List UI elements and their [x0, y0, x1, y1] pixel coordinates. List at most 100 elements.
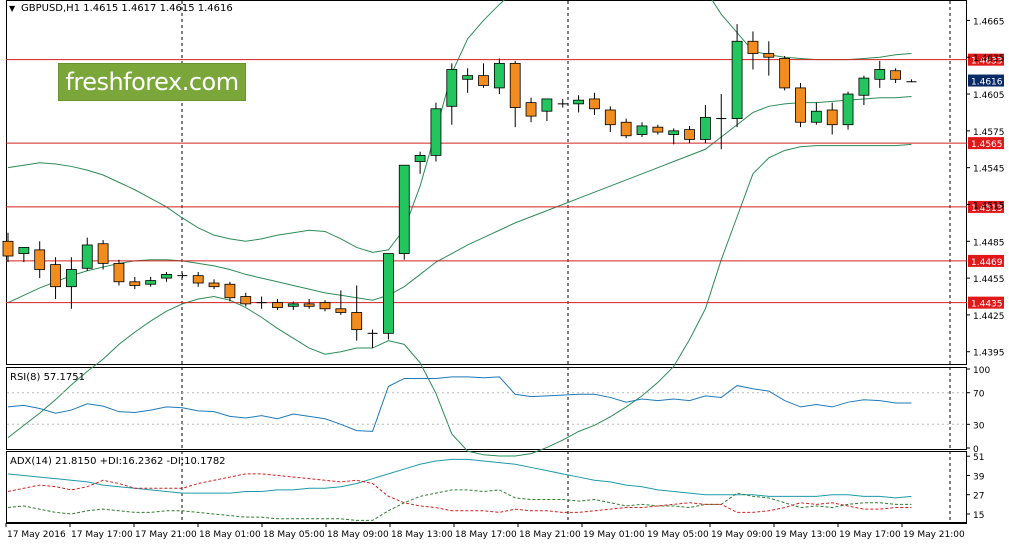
time-axis: 17 May 2016 17 May 17:00 17 May 21:00 18 Ma… — [5, 523, 965, 540]
candle — [177, 273, 188, 279]
level-badge — [968, 137, 1004, 150]
candle-body — [700, 116, 711, 140]
candle — [240, 292, 252, 307]
level-badge-label: 1.4435 — [971, 300, 1003, 310]
candle — [826, 102, 838, 135]
time-tick-label: 18 May 21:00 — [519, 530, 581, 540]
time-tick-label: 18 May 01:00 — [199, 530, 261, 540]
price-tick-label: 1.4425 — [973, 312, 1005, 322]
candle — [272, 298, 283, 311]
candle — [414, 151, 426, 174]
candle — [731, 24, 743, 128]
level-badge — [968, 53, 1004, 66]
candle-body — [208, 282, 220, 288]
candle-body — [493, 62, 505, 89]
candle — [779, 55, 791, 91]
candle — [795, 82, 806, 128]
candle — [493, 58, 505, 95]
candle — [192, 271, 204, 287]
candle — [335, 290, 347, 315]
candle-body — [842, 93, 854, 126]
time-tick-label: 19 May 17:00 — [839, 530, 901, 540]
adx-tick-label: 51 — [973, 453, 984, 463]
time-tick-label: 17 May 2016 — [7, 530, 66, 540]
candle — [145, 276, 157, 287]
candle — [256, 296, 267, 309]
candle — [2, 232, 14, 263]
adx-tick-label: 39 — [973, 472, 985, 482]
rsi-line — [7, 376, 912, 432]
candle — [319, 300, 331, 312]
candle-body — [668, 130, 680, 135]
candle — [287, 301, 299, 311]
candle — [224, 281, 236, 302]
candle-body — [684, 129, 695, 140]
candle-body — [478, 75, 489, 86]
level-badge-label: 1.4513 — [971, 204, 1003, 214]
candle-body — [573, 99, 584, 105]
candle — [652, 124, 664, 135]
logo-text: freshforex.com — [65, 68, 239, 96]
candle-body — [779, 58, 791, 89]
candle-body — [224, 283, 236, 299]
time-tick-label: 17 May 17:00 — [71, 530, 133, 540]
price-tick-label: 1.4605 — [973, 91, 1005, 101]
candle — [382, 253, 394, 340]
candle-body — [620, 121, 632, 137]
candle — [478, 63, 489, 88]
time-tick-label: 18 May 13:00 — [391, 530, 453, 540]
candle-body — [303, 303, 315, 307]
candle — [208, 279, 220, 290]
rsi-tick-label: 100 — [973, 366, 990, 376]
candle — [573, 95, 584, 113]
candle — [113, 259, 125, 286]
horizontal-levels: 1.4633 1.4565 1.4513 1.4469 1.4435 — [6, 53, 1004, 310]
candle-body — [113, 262, 125, 283]
adx-line — [7, 458, 912, 499]
candle-body — [636, 125, 648, 135]
candle-body — [287, 303, 299, 307]
candle — [541, 98, 553, 122]
candle-body — [50, 264, 61, 288]
adx-tick-label: 15 — [973, 511, 984, 521]
plus-di-line — [7, 489, 912, 521]
candle-body — [826, 109, 838, 126]
candle — [589, 92, 600, 115]
symbol-header: GBPUSD,H1 1.4615 1.4617 1.4615 1.4616 — [21, 3, 233, 14]
current-price-badge — [968, 74, 1004, 87]
candle — [50, 257, 61, 299]
candle-body — [272, 302, 283, 308]
candle-body — [145, 280, 157, 285]
candle-body — [319, 302, 331, 310]
candle-body — [446, 69, 458, 107]
candle-body — [430, 108, 442, 156]
candle — [620, 118, 632, 139]
candle-body — [858, 77, 870, 96]
candle — [810, 102, 822, 125]
candle — [81, 237, 93, 271]
candle-body — [382, 253, 394, 334]
price-tick-label: 1.4665 — [973, 17, 1005, 27]
candle-body — [34, 249, 46, 270]
adx-indicator: 51 39 27 15 — [7, 453, 985, 521]
candle — [18, 247, 30, 263]
candle-body — [589, 98, 600, 110]
candle-body — [525, 102, 537, 117]
candle-body — [129, 281, 141, 286]
candle-body — [541, 98, 553, 112]
rsi-tick-label: 70 — [973, 390, 985, 400]
dropdown-triangle-icon[interactable]: ▼ — [9, 4, 16, 13]
price-tick-label: 1.4395 — [973, 349, 1005, 359]
candle-body — [874, 69, 886, 80]
candle-body — [18, 247, 30, 254]
level-badge — [968, 200, 1004, 213]
candle-body — [747, 40, 759, 54]
time-tick-label: 18 May 05:00 — [263, 530, 325, 540]
candle-body — [398, 164, 410, 254]
bollinger-upper — [7, 0, 912, 253]
candle-body — [462, 75, 474, 80]
rsi-tick-label: 0 — [973, 445, 979, 455]
candle-body — [414, 154, 426, 162]
candle — [747, 31, 759, 70]
candle-body — [731, 40, 743, 119]
